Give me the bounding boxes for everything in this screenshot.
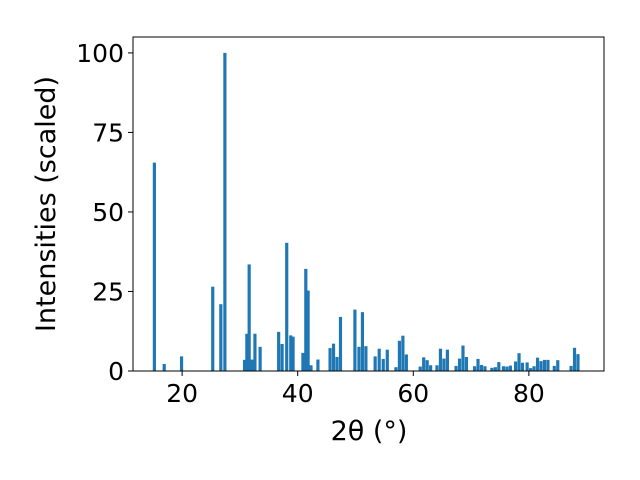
x-tick-label: 60 xyxy=(397,379,429,408)
y-tick-label: 25 xyxy=(92,277,124,306)
bar xyxy=(505,366,509,371)
bar xyxy=(304,268,308,371)
bar xyxy=(253,333,257,371)
bar xyxy=(539,361,543,371)
bar xyxy=(245,333,249,371)
bar xyxy=(576,354,580,371)
bar xyxy=(258,346,262,371)
bar xyxy=(301,352,305,371)
y-tick-label: 0 xyxy=(108,357,124,386)
bar xyxy=(569,365,573,371)
bar xyxy=(472,366,477,371)
bar xyxy=(338,316,343,371)
bar xyxy=(291,336,295,371)
bar xyxy=(535,357,540,371)
bar xyxy=(381,358,385,371)
bar xyxy=(476,358,480,371)
bar xyxy=(520,362,525,371)
bar xyxy=(394,367,398,371)
bar xyxy=(422,357,426,371)
bar xyxy=(316,359,320,371)
bar xyxy=(501,366,506,371)
bar xyxy=(442,358,446,371)
y-tick-label: 100 xyxy=(76,39,124,68)
bar xyxy=(401,335,405,371)
bar xyxy=(179,356,184,371)
x-tick-label: 40 xyxy=(282,379,314,408)
bar xyxy=(552,365,556,371)
bar xyxy=(464,357,469,371)
x-axis-label: 2θ (°) xyxy=(331,416,408,447)
bar xyxy=(285,242,289,371)
y-tick-label: 75 xyxy=(92,118,124,147)
bar xyxy=(277,331,281,371)
bar xyxy=(457,358,462,371)
bar xyxy=(360,312,365,371)
bar xyxy=(289,335,293,371)
bar xyxy=(328,348,332,371)
bar xyxy=(223,52,227,372)
bar xyxy=(490,367,494,371)
bar xyxy=(529,368,533,371)
y-tick-label: 50 xyxy=(92,198,124,227)
bar xyxy=(454,365,458,371)
bar xyxy=(247,264,251,371)
bar xyxy=(335,357,339,371)
bar xyxy=(497,362,501,371)
bar xyxy=(353,309,357,371)
bar xyxy=(385,349,389,371)
bar xyxy=(377,348,381,371)
bar xyxy=(331,343,336,371)
bar xyxy=(461,345,465,371)
bar xyxy=(572,347,577,371)
bar xyxy=(250,359,254,371)
bar xyxy=(517,353,521,371)
y-axis-label: Intensities (scaled) xyxy=(31,76,62,332)
bar xyxy=(357,346,361,371)
bar xyxy=(242,359,247,371)
bar xyxy=(438,348,443,371)
x-tick-label: 80 xyxy=(513,379,545,408)
bar xyxy=(525,362,529,371)
x-axis-ticks: 20 40 60 80 xyxy=(166,371,545,408)
bar xyxy=(219,304,223,371)
bar xyxy=(152,162,156,371)
bar xyxy=(513,361,518,371)
bar xyxy=(546,359,550,371)
bar xyxy=(508,365,512,371)
bar xyxy=(397,340,402,371)
bar xyxy=(542,359,547,371)
bar xyxy=(556,360,560,371)
bar xyxy=(429,365,433,371)
bar xyxy=(425,360,429,371)
bar xyxy=(373,356,377,371)
bar xyxy=(532,366,536,371)
bar xyxy=(306,290,310,371)
x-tick-label: 20 xyxy=(166,379,198,408)
bar xyxy=(309,365,313,371)
bar xyxy=(435,365,439,371)
bar xyxy=(493,367,497,371)
y-axis-ticks: 0 25 50 75 100 xyxy=(76,39,133,386)
bar xyxy=(445,349,449,371)
bar xyxy=(162,364,166,371)
bar xyxy=(404,354,408,371)
plot-frame xyxy=(132,36,605,372)
bar xyxy=(483,366,487,371)
bar xyxy=(418,366,422,371)
bars-group xyxy=(152,52,580,372)
bar xyxy=(280,343,284,371)
bar xyxy=(364,346,368,371)
bar xyxy=(211,286,215,371)
bar xyxy=(479,364,484,371)
